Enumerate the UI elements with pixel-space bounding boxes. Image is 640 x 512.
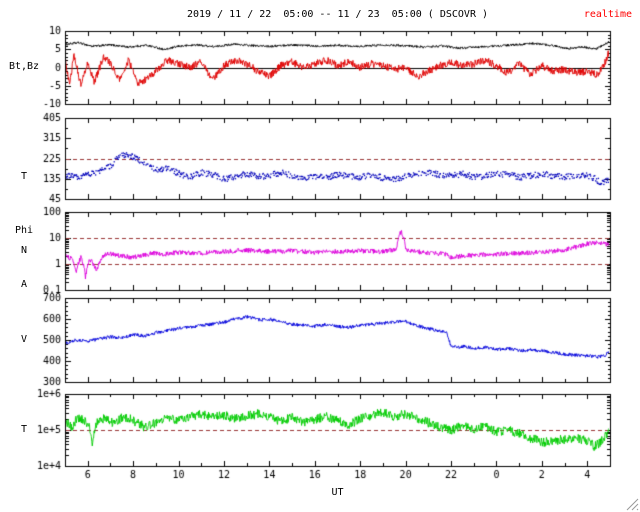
ylabel-phi-angle: T Phi A xyxy=(2,132,46,330)
xaxis-label: UT xyxy=(331,487,344,498)
ylabel-phi-line-3: A xyxy=(20,279,28,290)
ylabel-phi-line-2: Phi xyxy=(14,225,34,236)
ylabel-bt-bz: Bt,Bz xyxy=(8,61,40,72)
ylabel-temperature: T xyxy=(20,424,28,435)
ylabel-phi-line-1: T xyxy=(20,171,28,182)
ylabel-density: N xyxy=(20,245,28,256)
realtime-badge: realtime xyxy=(583,9,632,20)
resize-grip-icon[interactable] xyxy=(626,498,639,511)
ylabel-velocity: V xyxy=(20,334,28,345)
plot-title: 2019 / 11 / 22 05:00 -- 11 / 23 05:00 ( … xyxy=(186,9,489,20)
